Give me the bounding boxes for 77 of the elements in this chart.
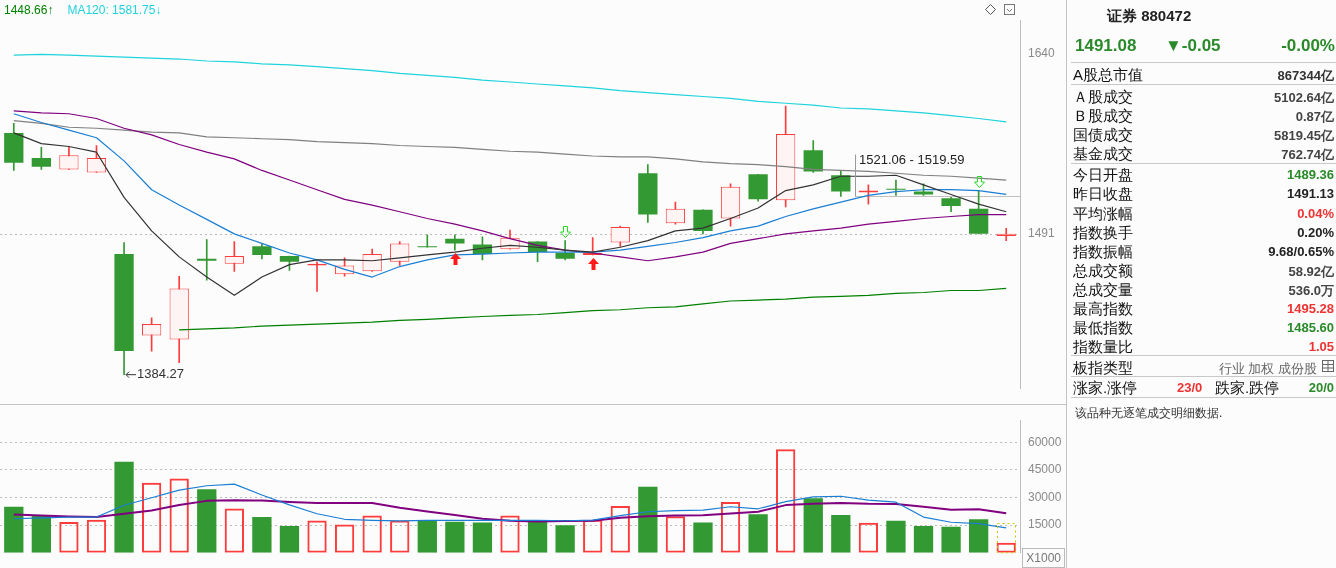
text: ▼-0.05 [1165,35,1221,56]
text: 58.92亿 [1288,262,1334,281]
y-tick-label: 60000 [1028,434,1062,449]
text: Ａ股成交 [1073,87,1133,107]
text: 1495.28 [1287,300,1334,316]
text: 平均涨幅 [1073,204,1133,224]
bar [693,522,713,553]
bar [197,489,217,553]
text: 5819.45亿 [1274,126,1334,145]
text: 867344亿 [1277,66,1334,85]
y-axis-title: X1000 [1022,548,1065,568]
text: 1491.13 [1287,185,1334,201]
text: 0.20% [1297,224,1334,240]
text: 5102.64亿 [1274,88,1334,107]
text: 23/0 [1177,379,1203,395]
y-tick-label: 1640 [1028,45,1056,60]
bar [4,506,24,553]
text: 基金成交 [1073,144,1133,164]
y-tick-label: 30000 [1028,489,1062,504]
bar [886,520,906,553]
text: A股总市值 [1073,65,1144,85]
text: 跌家.跌停 [1215,378,1280,398]
text: 0.87亿 [1295,107,1334,126]
y-tick-label: 1491 [1028,226,1056,241]
text: 0.04% [1297,205,1334,221]
bar [279,526,300,553]
bar [417,520,437,553]
bar [803,498,823,553]
text: 最高指数 [1073,299,1133,319]
candlestick [886,179,906,196]
bar [638,486,658,553]
text: 指数换手 [1073,223,1133,243]
bar [114,461,134,553]
annotation: 1384.27 [137,366,185,382]
bar [555,525,575,553]
bar [941,526,961,553]
bar [969,519,989,553]
text: 总成交量 [1073,280,1133,300]
candlestick [197,239,217,281]
text: 762.74亿 [1281,145,1334,164]
candlestick [224,241,244,272]
text: 总成交额 [1073,261,1133,281]
text: Ｂ股成交 [1073,106,1133,126]
text: 1491.08 [1075,35,1137,56]
text: 涨家.涨停 [1073,378,1138,398]
bar [997,523,1016,554]
text: 1489.36 [1287,166,1334,182]
y-tick-label: 15000 [1028,517,1062,532]
text: 指数量比 [1073,337,1133,357]
text: 1.05 [1308,338,1334,354]
bar [748,514,768,553]
text: 板指类型 [1073,358,1133,378]
text: 国债成交 [1073,125,1133,145]
ref-line-label: 1521.06 - 1519.59 [859,151,965,167]
text: 行业 加权 成份股 [1218,359,1317,378]
bar [31,515,51,553]
bar [527,521,548,553]
bar [831,515,851,553]
text: 今日开盘 [1073,165,1133,185]
bar [252,516,272,553]
text: MA120: 1581.75↓ [67,3,162,17]
text: 指数振幅 [1073,242,1133,262]
bar [445,521,465,553]
text: 1485.60 [1287,319,1334,335]
text: -0.00% [1281,35,1335,56]
bar [472,522,493,553]
text: 最低指数 [1073,318,1133,338]
y-tick-label: 45000 [1028,462,1062,477]
text: 9.68/0.65% [1268,243,1334,259]
text: 1448.66↑ [4,3,54,17]
bar [913,525,934,553]
text: 该品种无逐笔成交明细数据. [1075,405,1223,422]
text: 20/0 [1308,379,1334,395]
text: 昨日收盘 [1073,184,1133,204]
candlestick [417,234,437,248]
text: 536.0万 [1288,281,1334,300]
text: 证券 880472 [1107,7,1192,26]
